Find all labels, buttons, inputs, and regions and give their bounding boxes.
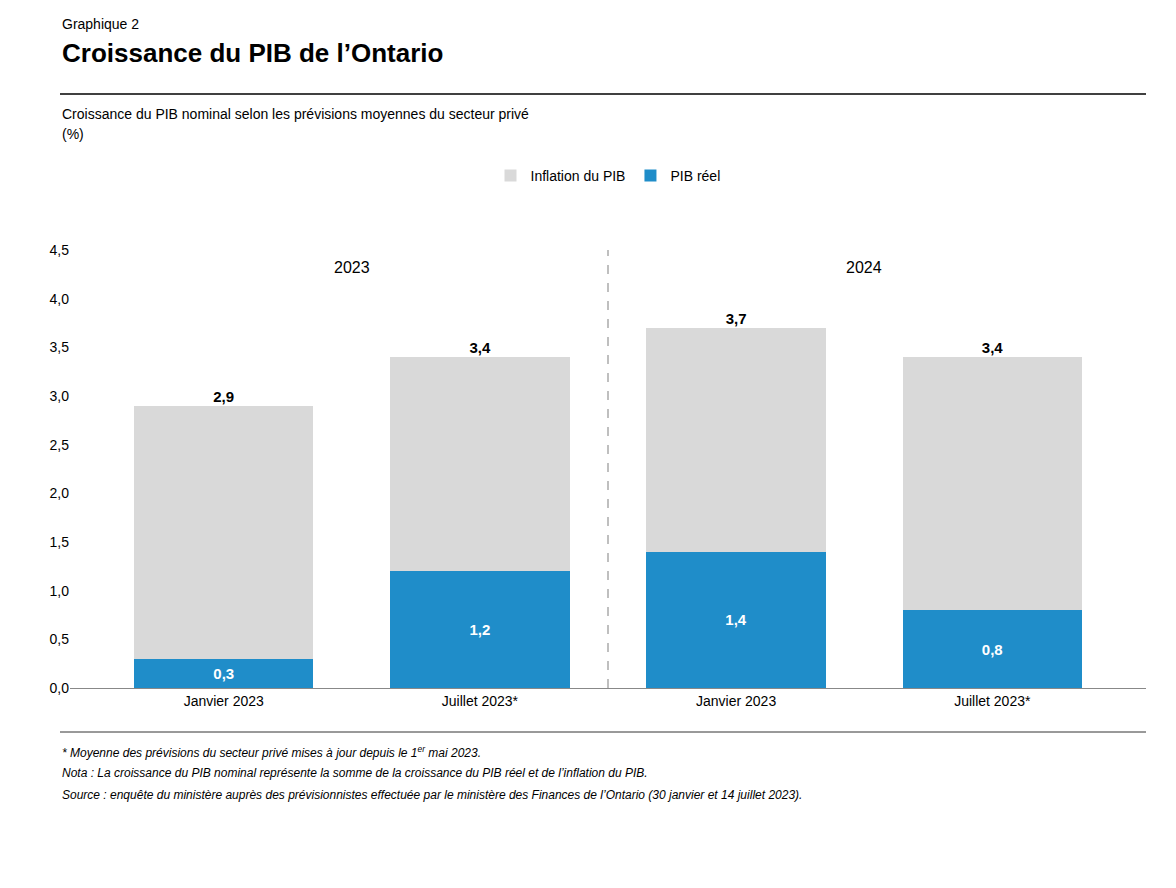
- svg-text:2024: 2024: [846, 259, 882, 276]
- svg-text:4,5: 4,5: [50, 242, 70, 258]
- svg-text:1,4: 1,4: [725, 611, 747, 628]
- svg-text:3,7: 3,7: [726, 310, 747, 327]
- svg-text:Croissance du PIB de l’Ontario: Croissance du PIB de l’Ontario: [62, 38, 443, 68]
- svg-text:1,0: 1,0: [50, 583, 70, 599]
- svg-text:* Moyenne des prévisions du se: * Moyenne des prévisions du secteur priv…: [62, 744, 481, 760]
- svg-text:0,0: 0,0: [50, 680, 70, 696]
- svg-text:0,8: 0,8: [982, 641, 1003, 658]
- svg-text:Nota : La croissance du PIB no: Nota : La croissance du PIB nominal repr…: [62, 766, 648, 780]
- svg-text:2023: 2023: [334, 259, 370, 276]
- svg-text:Janvier 2023: Janvier 2023: [696, 693, 776, 709]
- svg-text:Janvier 2023: Janvier 2023: [184, 693, 264, 709]
- svg-text:1,2: 1,2: [469, 621, 490, 638]
- svg-text:PIB réel: PIB réel: [670, 168, 720, 184]
- svg-text:(%): (%): [62, 126, 84, 142]
- svg-text:Juillet 2023*: Juillet 2023*: [954, 693, 1031, 709]
- svg-text:1,5: 1,5: [50, 534, 70, 550]
- svg-text:2,0: 2,0: [50, 485, 70, 501]
- svg-text:3,4: 3,4: [469, 339, 491, 356]
- svg-text:3,5: 3,5: [50, 339, 70, 355]
- svg-text:2,9: 2,9: [213, 388, 234, 405]
- svg-text:0,3: 0,3: [213, 665, 234, 682]
- svg-text:2,5: 2,5: [50, 437, 70, 453]
- svg-text:Inflation du PIB: Inflation du PIB: [531, 168, 626, 184]
- svg-text:Juillet 2023*: Juillet 2023*: [442, 693, 519, 709]
- svg-text:4,0: 4,0: [50, 291, 70, 307]
- svg-text:3,0: 3,0: [50, 388, 70, 404]
- svg-text:Source : enquête du ministère: Source : enquête du ministère auprès des…: [62, 788, 802, 802]
- svg-text:Croissance du PIB nominal selo: Croissance du PIB nominal selon les prév…: [62, 106, 529, 122]
- svg-text:3,4: 3,4: [982, 339, 1004, 356]
- svg-text:0,5: 0,5: [50, 631, 70, 647]
- svg-text:Graphique 2: Graphique 2: [62, 16, 139, 32]
